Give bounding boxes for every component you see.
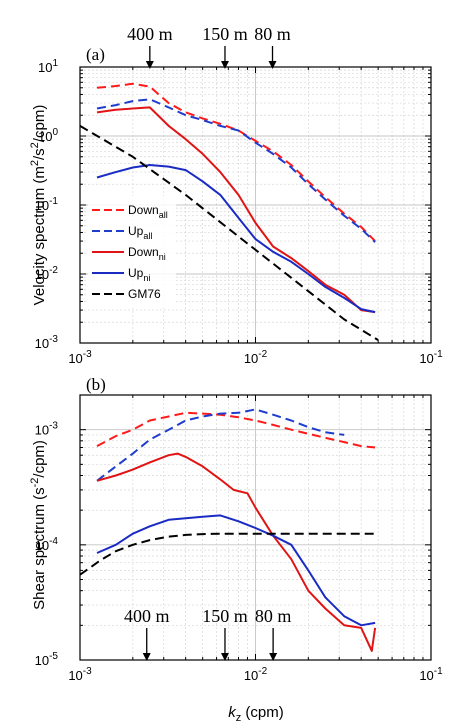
panel-b-ticklabels: 10-3 10-2 10-1 10-5 10-4 10-3 (35, 421, 443, 683)
panel-a-legend: Downall Upall Downni Upni GM76 (88, 196, 176, 308)
panel-a-lines (79, 82, 379, 341)
panel-b-x-tick-label: 10-1 (419, 666, 443, 683)
panel-b-series-down-all (96, 411, 376, 449)
panel-b-xlabel: kz (cpm) (228, 704, 284, 724)
panel-b-ylabel-main: Shear spectrum (s (31, 487, 48, 610)
panel-a-ticks (79, 67, 431, 344)
panel-a-ylabel-sup1: 2 (29, 160, 41, 166)
panel-b-x-tick-label: 10-3 (68, 666, 92, 683)
legend-label: Upall (128, 224, 152, 241)
panel-b-ticks (79, 394, 431, 661)
panel-b-ylabel-end: /cpm) (31, 440, 48, 478)
panel-b-wavelength-label: 150 m (202, 606, 248, 626)
panel-b-xlabel-sub: z (236, 712, 242, 724)
panel-b-wavelength-markers: 400 m 150 m 80 m (124, 606, 292, 661)
legend-label: Downall (128, 203, 168, 220)
panel-a-x-tick-label: 10-1 (419, 349, 443, 366)
panel-a-ylabel: Velocity spectrum (m2/s2/cpm) (29, 105, 48, 306)
panel-a-ylabel-main: Velocity spectrum (m (31, 166, 48, 305)
panel-a-series-up-all (96, 98, 376, 243)
panel-a-y-tick-label: 101 (38, 58, 58, 75)
panel-a-ylabel-mid: /s (31, 148, 48, 160)
panel-b-series-up-all (96, 408, 345, 482)
panel-a-series-down-ni (96, 106, 376, 314)
panel-b: 10-3 10-2 10-1 10-5 10-4 10-3 (b) 400 m 150 m 8… (29, 375, 443, 724)
panel-b-ylabel: Shear spectrum (s-2/cpm) (29, 440, 48, 610)
legend-label: Upni (128, 266, 150, 283)
panel-b-wavelength-label: 80 m (255, 606, 292, 626)
panel-a-label: (a) (86, 45, 105, 64)
panel-a-ylabel-end: /cpm) (31, 105, 48, 143)
panel-b-series-gm76 (79, 532, 376, 576)
panel-b-series-down-ni (96, 452, 377, 652)
panel-a-grid (79, 67, 431, 344)
panel-b-x-tick-label: 10-2 (244, 666, 268, 683)
panel-b-lines (79, 408, 377, 652)
panel-b-y-tick-label: 10-4 (35, 536, 59, 553)
panel-b-xlabel-rest: (cpm) (241, 704, 284, 721)
panel-b-label: (b) (86, 375, 106, 394)
panel-a-series-down-all (96, 82, 376, 242)
panel-b-wavelength-label: 400 m (124, 606, 170, 626)
panel-a-wavelength-label: 80 m (254, 24, 291, 44)
panel-a-series-gm76 (79, 125, 379, 341)
panel-a-ticklabels: 10-3 10-2 10-1 10-3 10-2 10-1 100 101 (35, 58, 443, 366)
panel-a-x-tick-label: 10-2 (244, 349, 268, 366)
panel-a-y-tick-label: 10-1 (35, 196, 59, 213)
panel-b-ylabel-sup: -2 (29, 478, 41, 488)
panel-b-series-up-ni (96, 514, 376, 627)
panel-a-wavelength-markers: 400 m 150 m 80 m (127, 24, 291, 69)
panel-a-ylabel-sup2: 2 (29, 142, 41, 148)
panel-a: 10-3 10-2 10-1 10-3 10-2 10-1 100 101 (a) 400 m… (29, 24, 443, 366)
panel-b-y-tick-label: 10-3 (35, 421, 59, 438)
legend-label: Downni (128, 245, 166, 262)
panel-b-y-tick-label: 10-5 (35, 651, 59, 668)
panel-a-y-tick-label: 100 (38, 127, 58, 144)
panel-a-wavelength-label: 400 m (127, 24, 173, 44)
legend-label: GM76 (128, 287, 161, 301)
panel-a-y-tick-label: 10-2 (35, 265, 59, 282)
panel-a-x-tick-label: 10-3 (68, 349, 92, 366)
panel-a-wavelength-label: 150 m (202, 24, 248, 44)
panel-a-y-tick-label: 10-3 (35, 334, 59, 351)
panel-b-xlabel-k: k (228, 704, 237, 721)
